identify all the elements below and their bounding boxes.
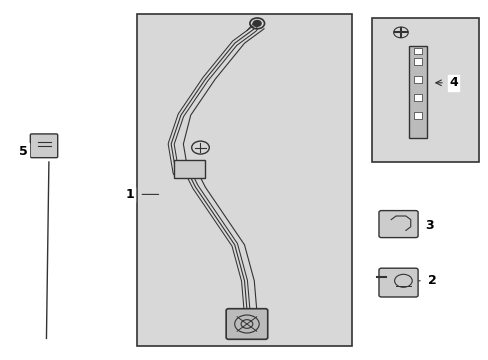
Text: 3: 3 (424, 219, 433, 231)
Text: 5: 5 (19, 145, 27, 158)
Text: 4: 4 (448, 76, 457, 89)
FancyBboxPatch shape (378, 211, 417, 238)
FancyBboxPatch shape (408, 46, 426, 138)
Bar (413, 58, 421, 65)
FancyBboxPatch shape (137, 14, 351, 346)
FancyBboxPatch shape (173, 160, 205, 178)
Bar (413, 94, 421, 101)
Bar (413, 76, 421, 83)
Text: 1: 1 (125, 188, 134, 201)
Circle shape (253, 21, 261, 26)
Text: 2: 2 (427, 274, 436, 287)
FancyBboxPatch shape (30, 134, 58, 158)
Bar (413, 48, 421, 54)
FancyBboxPatch shape (225, 309, 267, 339)
Bar (413, 112, 421, 119)
FancyBboxPatch shape (378, 268, 417, 297)
FancyBboxPatch shape (371, 18, 478, 162)
